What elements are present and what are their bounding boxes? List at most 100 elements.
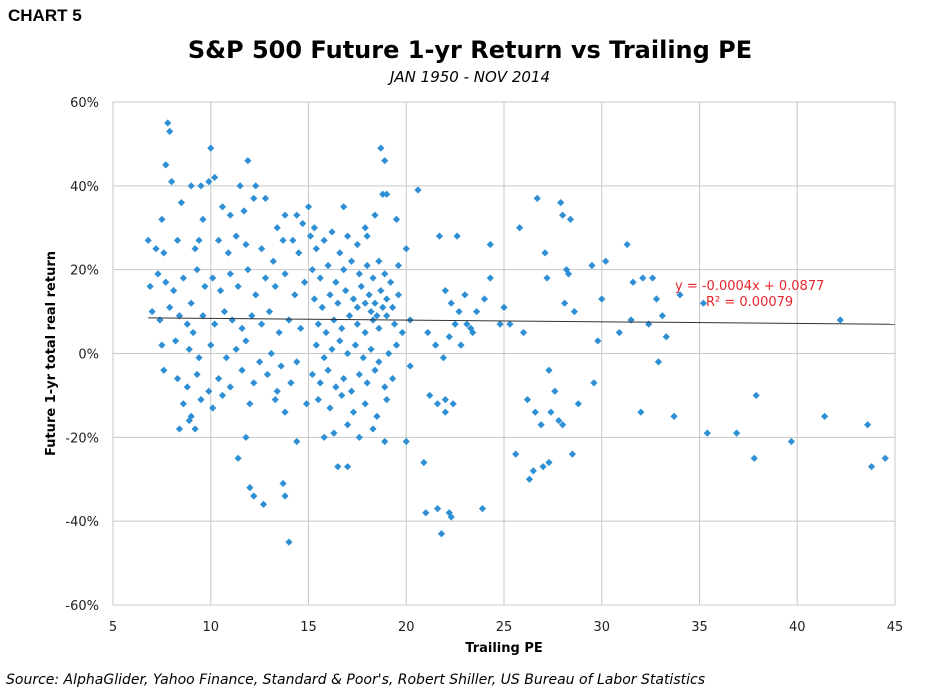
data-point [240,207,248,215]
data-point [355,433,363,441]
data-point [551,387,559,395]
data-point [486,274,494,282]
data-point [662,333,670,341]
data-point [199,312,207,320]
data-point [289,236,297,244]
x-tick-label: 5 [109,620,117,635]
data-point [426,391,434,400]
data-point [752,391,760,400]
data-point [234,282,242,291]
data-point [191,245,199,253]
data-point [226,383,234,391]
data-point [377,144,385,152]
data-point [201,282,209,291]
data-point [340,266,348,274]
data-point [234,454,242,462]
chart-title: S&P 500 Future 1-yr Return vs Trailing P… [187,36,753,64]
data-point [312,245,320,253]
data-points [144,119,889,546]
data-point [175,425,184,433]
data-point [361,299,369,307]
data-point [506,320,514,328]
data-point [168,178,176,186]
data-point [160,366,168,374]
data-point [162,161,170,169]
data-point [574,400,582,408]
data-point [322,328,330,337]
data-point [867,463,876,471]
data-point [257,245,266,253]
data-point [496,320,504,328]
data-point [545,458,553,467]
data-point [320,354,328,362]
data-point [238,366,246,374]
data-point [703,429,711,437]
data-point [531,408,539,416]
data-point [277,362,285,370]
data-point [654,358,663,366]
data-point [420,458,428,467]
data-point [385,349,393,358]
data-point [205,178,213,186]
data-point [590,379,598,387]
data-point [394,291,403,299]
data-point [402,245,410,253]
data-point [383,396,391,404]
data-point [330,429,338,437]
data-point [336,249,344,257]
data-point [299,219,307,228]
data-point [519,328,528,337]
data-point [154,270,162,278]
data-point [402,437,410,446]
data-point [310,295,318,303]
data-point [461,291,469,299]
data-point [525,475,534,483]
data-point [312,341,320,349]
data-point [359,354,367,362]
data-point [353,240,361,249]
data-point [207,144,215,152]
data-point [216,287,225,295]
data-point [214,375,223,383]
data-point [170,287,178,295]
data-point [371,211,379,219]
x-axis-title: Trailing PE [465,641,543,656]
data-point [543,274,551,282]
data-point [547,408,555,416]
data-point [162,278,170,286]
data-point [414,186,422,194]
data-point [183,383,191,391]
data-point [342,287,350,295]
data-point [195,354,203,362]
data-point [594,337,602,345]
data-point [373,412,381,420]
data-point [148,307,156,316]
data-point [623,240,631,249]
data-point [334,299,342,307]
data-point [214,236,223,244]
data-point [529,467,537,475]
data-point [381,437,389,446]
data-point [287,379,295,387]
data-point [637,408,645,416]
data-point [361,224,369,232]
data-point [441,396,449,404]
data-point [281,211,289,219]
data-point [406,362,414,370]
data-point [387,278,395,286]
data-point [246,400,254,408]
data-point [271,282,279,291]
data-point [670,412,678,420]
data-point [273,387,281,395]
data-point [285,316,293,324]
data-point [347,257,356,265]
x-tick-label: 15 [300,620,317,635]
data-point [500,303,508,311]
data-point [281,270,289,278]
y-axis-ticks: 60% 40% 20% 0% -20% -40% -60% [65,96,99,614]
trend-line [148,317,896,325]
data-point [375,358,383,366]
data-point [244,157,252,165]
data-point [602,257,610,265]
data-point [228,316,236,324]
